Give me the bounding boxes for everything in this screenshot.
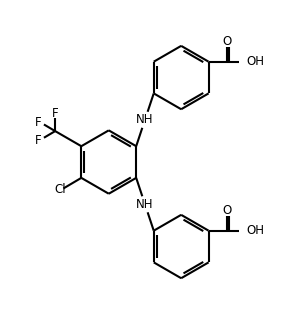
Text: NH: NH bbox=[136, 198, 154, 211]
Text: OH: OH bbox=[246, 224, 264, 237]
Text: O: O bbox=[222, 35, 231, 48]
Text: F: F bbox=[52, 107, 59, 119]
Text: F: F bbox=[35, 134, 42, 147]
Text: O: O bbox=[222, 204, 231, 217]
Text: Cl: Cl bbox=[55, 183, 66, 196]
Text: NH: NH bbox=[136, 113, 154, 126]
Text: F: F bbox=[35, 115, 42, 129]
Text: OH: OH bbox=[246, 55, 264, 68]
